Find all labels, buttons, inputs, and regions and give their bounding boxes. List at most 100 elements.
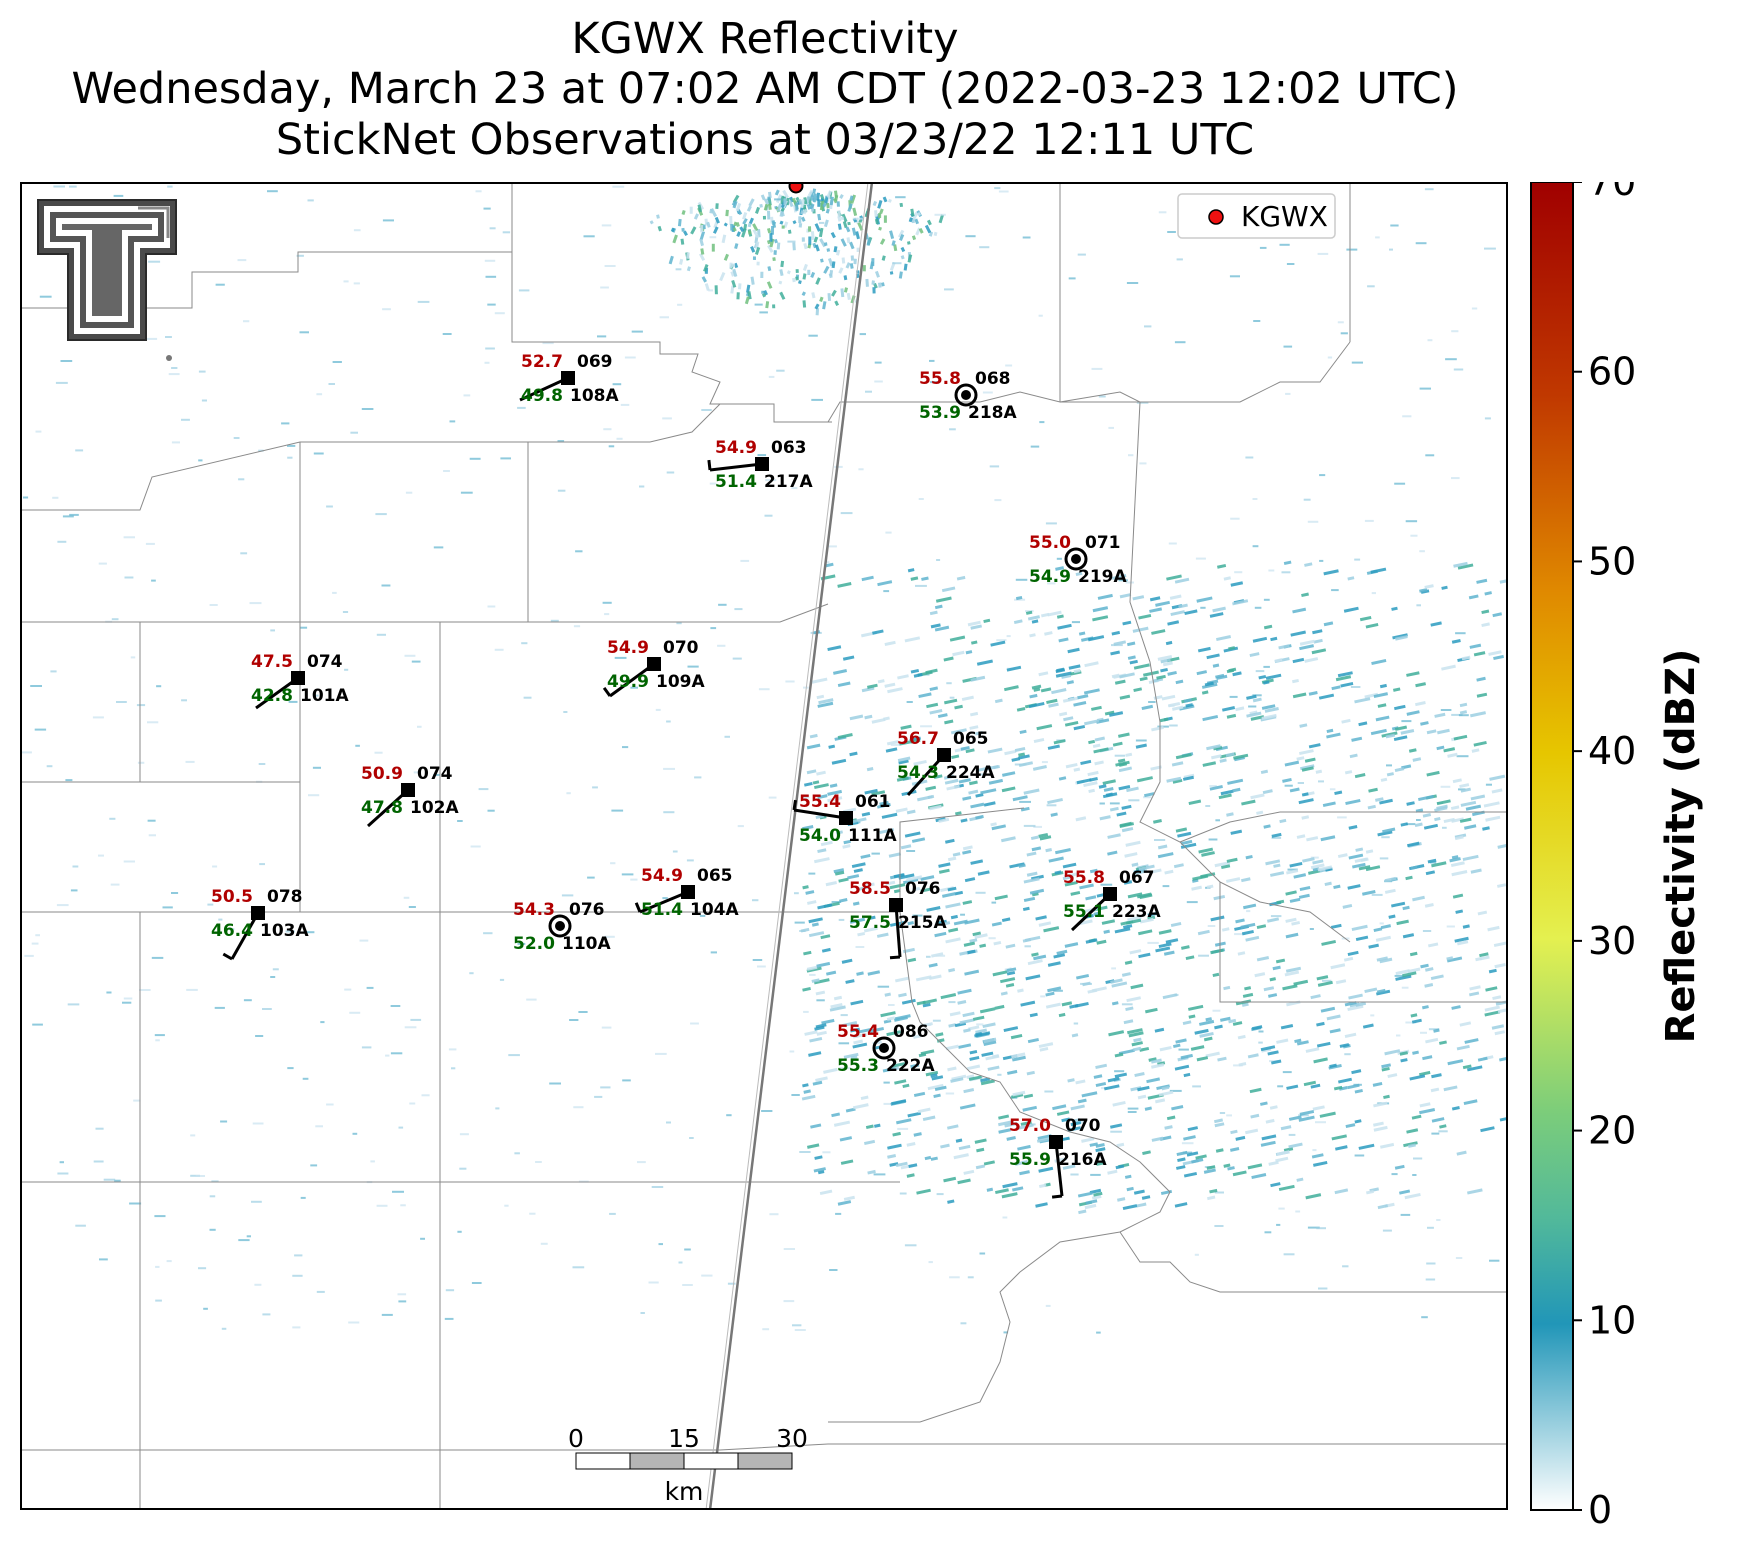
station-id: 217A xyxy=(764,472,813,492)
station-dewpoint: 52.0 xyxy=(513,934,555,954)
station-id: 224A xyxy=(946,763,995,783)
station-id: 109A xyxy=(656,672,705,692)
station-pressure: 065 xyxy=(953,729,989,749)
colorbar-tick-label: 10 xyxy=(1588,1298,1636,1342)
station-square-icon xyxy=(681,885,695,899)
station-square-icon xyxy=(937,748,951,762)
station-dewpoint: 51.4 xyxy=(715,472,757,492)
station-dot-icon xyxy=(961,390,971,400)
station-temperature: 54.9 xyxy=(607,638,649,658)
map-title: KGWX Reflectivity xyxy=(571,14,959,64)
station-pressure: 070 xyxy=(1065,1116,1101,1136)
station-217A: 54.9 063 51.4 217A xyxy=(707,438,813,492)
station-temperature: 55.8 xyxy=(919,369,961,389)
map-legend: KGWX xyxy=(1177,193,1336,239)
station-102A: 50.9 074 47.8 102A xyxy=(361,764,459,828)
station-id: 111A xyxy=(848,826,897,846)
wind-barb-flag-icon xyxy=(889,955,901,960)
colorbar-tick-label: 70 xyxy=(1588,182,1636,204)
station-pressure: 067 xyxy=(1119,868,1155,888)
station-224A: 56.7 065 54.3 224A xyxy=(897,729,995,797)
station-id: 219A xyxy=(1078,567,1127,587)
station-pressure: 069 xyxy=(577,352,613,372)
station-temperature: 55.4 xyxy=(837,1022,879,1042)
station-pressure: 065 xyxy=(697,866,733,886)
map-frame xyxy=(20,182,1508,1510)
station-216A: 57.0 070 55.9 216A xyxy=(1009,1116,1107,1199)
station-109A: 54.9 070 49.9 109A xyxy=(602,638,705,698)
wind-barb-icon xyxy=(609,662,655,698)
station-temperature: 50.9 xyxy=(361,764,403,784)
station-dewpoint: 53.9 xyxy=(919,403,961,423)
reflectivity-echoes xyxy=(21,185,1508,1334)
station-id: 104A xyxy=(690,900,739,920)
station-pressure: 074 xyxy=(417,764,453,784)
wind-barb-icon xyxy=(709,462,763,472)
station-square-icon xyxy=(889,898,903,912)
calm-wind-circle-icon xyxy=(548,914,572,938)
calm-wind-circle-icon xyxy=(872,1036,896,1060)
station-pressure: 074 xyxy=(307,652,343,672)
station-pressure: 078 xyxy=(267,887,303,907)
station-222A: 55.4 086 55.3 222A xyxy=(837,1022,935,1076)
station-dewpoint: 46.4 xyxy=(211,921,253,941)
station-temperature: 57.0 xyxy=(1009,1116,1051,1136)
wind-barb-flag-icon xyxy=(634,902,642,913)
station-dewpoint: 42.8 xyxy=(251,686,293,706)
wind-barb-icon xyxy=(1054,1141,1064,1197)
scale-unit: km xyxy=(665,1477,704,1506)
station-pressure: 076 xyxy=(569,900,605,920)
station-id: 223A xyxy=(1112,902,1161,922)
station-103A: 50.5 078 46.4 103A xyxy=(211,887,309,961)
radar-map: 52.7 069 49.8 108A 55.8 068 53.9 218A 54.9 063 51.… xyxy=(20,182,1508,1510)
colorbar-tick-label: 60 xyxy=(1588,350,1636,394)
wind-barb-icon xyxy=(639,890,689,914)
station-temperature: 52.7 xyxy=(521,352,563,372)
station-id: 110A xyxy=(562,934,611,954)
highway-line xyxy=(705,182,874,1510)
station-dot-icon xyxy=(879,1043,889,1053)
station-pressure: 061 xyxy=(855,792,891,812)
wind-barb-flag-icon xyxy=(707,459,712,471)
station-temperature: 55.8 xyxy=(1063,868,1105,888)
colorbar-tick-label: 0 xyxy=(1588,1488,1612,1532)
station-dewpoint: 54.0 xyxy=(799,826,841,846)
wind-barb-flag-icon xyxy=(792,799,797,811)
station-temperature: 55.0 xyxy=(1029,533,1071,553)
station-110A: 54.3 076 52.0 110A xyxy=(513,900,611,954)
station-dot-icon xyxy=(1071,554,1081,564)
station-temperature: 55.4 xyxy=(799,792,841,812)
station-id: 103A xyxy=(260,921,309,941)
station-pressure: 076 xyxy=(905,879,941,899)
station-square-icon xyxy=(561,371,575,385)
station-dewpoint: 49.9 xyxy=(607,672,649,692)
station-id: 102A xyxy=(410,798,459,818)
calm-wind-circle-icon xyxy=(1064,547,1088,571)
station-pressure: 071 xyxy=(1085,533,1121,553)
texas-tech-logo xyxy=(37,199,177,361)
station-dewpoint: 55.1 xyxy=(1063,902,1105,922)
station-square-icon xyxy=(291,671,305,685)
station-104A: 54.9 065 51.4 104A xyxy=(634,866,739,920)
scale-tick-30: 30 xyxy=(776,1424,808,1453)
wind-barb-icon xyxy=(519,376,569,402)
map-background xyxy=(20,182,1508,1510)
station-temperature: 54.3 xyxy=(513,900,555,920)
station-101A: 47.5 074 42.8 101A xyxy=(251,652,349,710)
colorbar-ticks: 0 10 20 30 40 50 60 70 xyxy=(1573,182,1636,1532)
wind-barb-icon xyxy=(230,912,260,960)
calm-wind-circle-icon xyxy=(954,383,978,407)
scale-tick-0: 0 xyxy=(568,1424,584,1453)
station-square-icon xyxy=(1049,1135,1063,1149)
station-pressure: 086 xyxy=(893,1022,929,1042)
station-temperature: 56.7 xyxy=(897,729,939,749)
station-temperature: 47.5 xyxy=(251,652,293,672)
station-temperature: 54.9 xyxy=(715,438,757,458)
radar-site-marker xyxy=(788,182,804,194)
station-id: 216A xyxy=(1058,1150,1107,1170)
station-temperature: 58.5 xyxy=(849,879,891,899)
station-dewpoint: 47.8 xyxy=(361,798,403,818)
station-id: 218A xyxy=(968,403,1017,423)
station-dewpoint: 57.5 xyxy=(849,913,891,933)
colorbar-tick-label: 30 xyxy=(1588,919,1636,963)
